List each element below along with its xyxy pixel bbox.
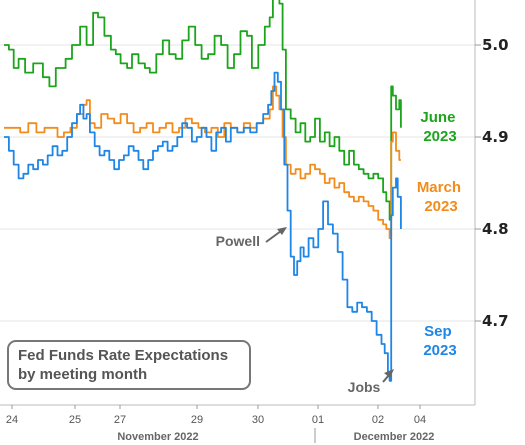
series-line-sep: [4, 71, 402, 382]
y-tick-label-4.7: 4.7: [482, 312, 509, 330]
chart-title-box: Fed Funds Rate Expectations by meeting m…: [7, 340, 251, 390]
y-tick-label-5.0: 5.0: [482, 36, 509, 54]
month-label-december: December 2022: [354, 431, 435, 443]
y-axis-ticks: 5.0 4.9 4.8 4.7: [475, 36, 509, 330]
series-line-june: [4, 0, 402, 221]
x-tick-label-27: 27: [114, 414, 126, 426]
chart-title: Fed Funds Rate Expectations: [18, 347, 229, 364]
y-tick-label-4.8: 4.8: [482, 220, 509, 238]
x-tick-label-30: 30: [252, 414, 264, 426]
annotation-powell-arrow: [265, 227, 287, 243]
annotation-jobs-arrow: [382, 369, 394, 383]
y-tick-label-4.9: 4.9: [482, 128, 509, 146]
x-tick-label-25: 25: [69, 414, 81, 426]
series-label-march-line2: 2023: [424, 198, 457, 215]
series-label-sep-line2: 2023: [423, 342, 456, 359]
x-tick-label-01: 01: [312, 414, 324, 426]
series-label-march: March 2023: [417, 179, 465, 215]
series-lines: [4, 0, 402, 382]
x-tick-label-29: 29: [191, 414, 203, 426]
series-label-june: June 2023: [420, 109, 459, 145]
series-label-sep: Sep 2023: [423, 323, 456, 359]
series-label-sep-line1: Sep: [424, 323, 452, 340]
series-line-march: [4, 85, 401, 240]
series-label-june-line1: June: [420, 109, 455, 126]
x-tick-label-24: 24: [6, 414, 18, 426]
gridlines: [0, 44, 475, 322]
annotation-jobs: Jobs: [348, 379, 381, 395]
x-axis-ticks: 24 25 27 29 30 01 02 04: [6, 405, 426, 426]
annotation-powell: Powell: [216, 233, 260, 249]
chart-subtitle: by meeting month: [18, 366, 148, 383]
series-label-march-line1: March: [417, 179, 461, 196]
month-label-november: November 2022: [117, 431, 198, 443]
x-tick-label-02: 02: [372, 414, 384, 426]
x-tick-label-04: 04: [414, 414, 426, 426]
series-label-june-line2: 2023: [423, 128, 456, 145]
